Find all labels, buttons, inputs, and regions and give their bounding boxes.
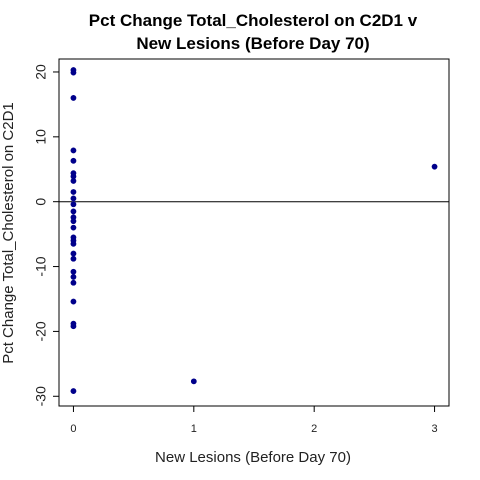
data-point <box>190 378 197 385</box>
data-point <box>70 201 77 208</box>
x-axis: 0 1 2 3 <box>70 406 438 435</box>
data-point <box>70 298 77 305</box>
y-tick-label: 20 <box>33 64 49 80</box>
data-point <box>70 178 77 184</box>
data-point <box>431 163 438 170</box>
data-point <box>70 218 77 225</box>
data-points <box>70 67 438 394</box>
y-axis: -30 -20 -10 0 10 20 <box>33 64 59 406</box>
data-point <box>70 240 77 247</box>
data-point <box>70 189 77 195</box>
y-tick-label: -10 <box>33 256 49 276</box>
x-tick-label: 0 <box>70 423 76 435</box>
data-point <box>70 250 77 257</box>
plot-area-frame <box>58 58 450 407</box>
data-point <box>70 323 77 330</box>
y-axis-label: Pct Change Total_Cholesterol on C2D1 <box>0 102 17 364</box>
chart-title-line-2: New Lesions (Before Day 70) <box>136 34 369 53</box>
y-tick-label: -20 <box>33 321 49 341</box>
x-tick-label: 3 <box>431 423 437 435</box>
data-point <box>70 147 77 154</box>
data-point <box>70 95 77 101</box>
chart-title-line-1: Pct Change Total_Cholesterol on C2D1 v <box>89 11 418 30</box>
x-tick-label: 2 <box>311 423 317 435</box>
data-point <box>70 268 77 275</box>
y-tick-label: 0 <box>33 198 49 206</box>
x-axis-label: New Lesions (Before Day 70) <box>155 449 351 466</box>
data-point <box>70 279 77 286</box>
data-point <box>70 274 77 280</box>
y-tick-label: 10 <box>33 129 49 145</box>
data-point <box>70 69 77 76</box>
data-point <box>70 208 77 215</box>
data-point <box>70 255 77 262</box>
data-point <box>70 224 77 231</box>
x-tick-label: 1 <box>191 423 197 435</box>
data-point <box>70 157 77 164</box>
data-point <box>70 195 77 202</box>
y-tick-label: -30 <box>33 386 49 406</box>
data-point <box>70 388 77 394</box>
